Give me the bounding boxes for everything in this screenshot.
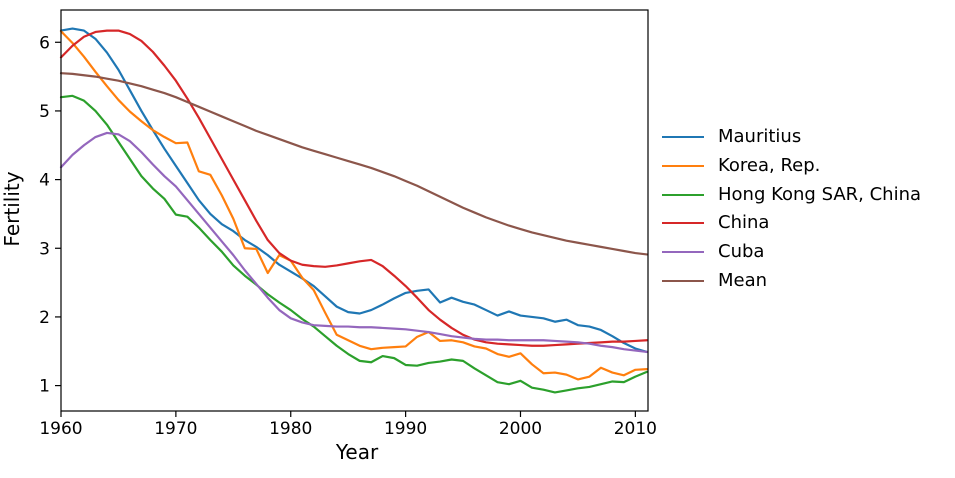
y-tick-label: 4 <box>39 171 50 191</box>
x-tick-label: 1960 <box>39 419 82 439</box>
legend-label: China <box>718 212 770 234</box>
legend-label: Mauritius <box>718 126 802 148</box>
series-line-cuba <box>59 131 648 354</box>
legend-line-swatch <box>662 136 704 139</box>
y-tick-label: 2 <box>39 308 50 328</box>
legend-line-swatch <box>662 222 704 225</box>
legend-item-mauritius: Mauritius <box>662 123 921 152</box>
legend-label: Mean <box>718 269 768 291</box>
legend-item-korea-rep: Korea, Rep. <box>662 152 921 181</box>
legend-label: Hong Kong SAR, China <box>718 183 922 205</box>
y-tick-label: 6 <box>39 33 50 53</box>
x-tick-label: 1970 <box>154 419 197 439</box>
legend-line-swatch <box>662 165 704 168</box>
x-tick-label: 1980 <box>269 419 312 439</box>
x-axis-label: Year <box>335 440 379 464</box>
y-tick-label: 3 <box>39 239 50 259</box>
series-line-hong-kong-sar-china <box>59 94 648 394</box>
legend-line-swatch <box>662 193 704 196</box>
series-line-korea-rep <box>59 30 648 381</box>
legend-item-mean: Mean <box>662 266 921 295</box>
x-axis-label-wrap: Year <box>0 440 710 464</box>
legend-label: Korea, Rep. <box>718 155 821 177</box>
legend-line-swatch <box>662 279 704 282</box>
legend-item-china: China <box>662 209 921 238</box>
legend-item-hong-kong-sar-china: Hong Kong SAR, China <box>662 180 921 209</box>
series-line-china <box>59 29 648 347</box>
legend-line-swatch <box>662 251 704 254</box>
y-axis-label: Fertility <box>0 171 24 247</box>
series-line-mauritius <box>59 27 648 354</box>
legend-label: Cuba <box>718 241 765 263</box>
x-tick-label: 2000 <box>499 419 542 439</box>
x-tick-label: 1990 <box>384 419 427 439</box>
y-tick-label: 1 <box>39 377 50 397</box>
plot-border <box>60 9 649 412</box>
x-tick-label: 2010 <box>614 419 657 439</box>
y-tick-label: 5 <box>39 102 50 122</box>
series-line-mean <box>59 72 648 256</box>
legend-item-cuba: Cuba <box>662 238 921 267</box>
legend: Mauritius Korea, Rep. Hong Kong SAR, China… <box>662 123 921 295</box>
